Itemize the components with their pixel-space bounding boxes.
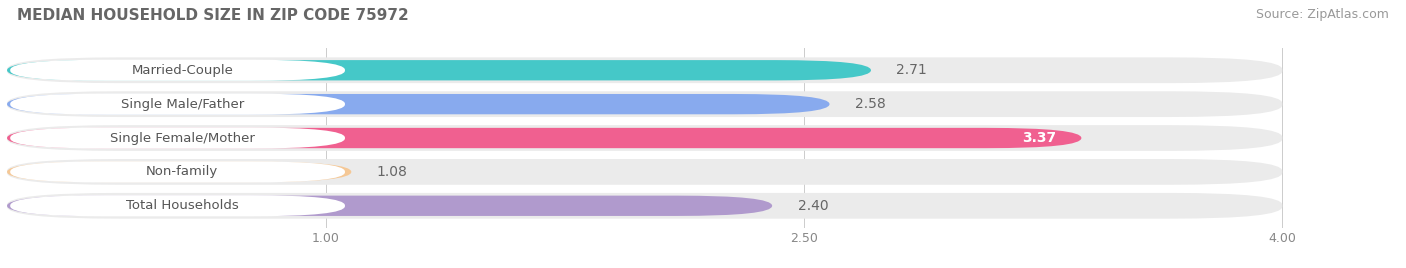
Text: 2.58: 2.58 [855, 97, 886, 111]
Text: Single Male/Father: Single Male/Father [121, 98, 245, 111]
FancyBboxPatch shape [7, 57, 1282, 83]
Text: 1.08: 1.08 [377, 165, 408, 179]
Text: 3.37: 3.37 [1022, 131, 1056, 145]
FancyBboxPatch shape [7, 94, 830, 114]
Text: Married-Couple: Married-Couple [131, 64, 233, 77]
Text: Source: ZipAtlas.com: Source: ZipAtlas.com [1256, 8, 1389, 21]
Text: MEDIAN HOUSEHOLD SIZE IN ZIP CODE 75972: MEDIAN HOUSEHOLD SIZE IN ZIP CODE 75972 [17, 8, 409, 23]
FancyBboxPatch shape [10, 94, 344, 115]
FancyBboxPatch shape [10, 195, 344, 216]
FancyBboxPatch shape [7, 196, 772, 216]
FancyBboxPatch shape [10, 128, 344, 148]
Text: 2.71: 2.71 [897, 63, 927, 77]
FancyBboxPatch shape [10, 161, 344, 183]
FancyBboxPatch shape [7, 162, 351, 182]
FancyBboxPatch shape [10, 60, 344, 81]
FancyBboxPatch shape [7, 91, 1282, 117]
Text: Single Female/Mother: Single Female/Mother [110, 132, 254, 144]
FancyBboxPatch shape [7, 193, 1282, 219]
Text: Total Households: Total Households [127, 199, 239, 212]
FancyBboxPatch shape [7, 60, 870, 80]
FancyBboxPatch shape [7, 125, 1282, 151]
Text: Non-family: Non-family [146, 165, 218, 178]
FancyBboxPatch shape [7, 159, 1282, 185]
Text: 2.40: 2.40 [797, 199, 828, 213]
FancyBboxPatch shape [7, 128, 1081, 148]
